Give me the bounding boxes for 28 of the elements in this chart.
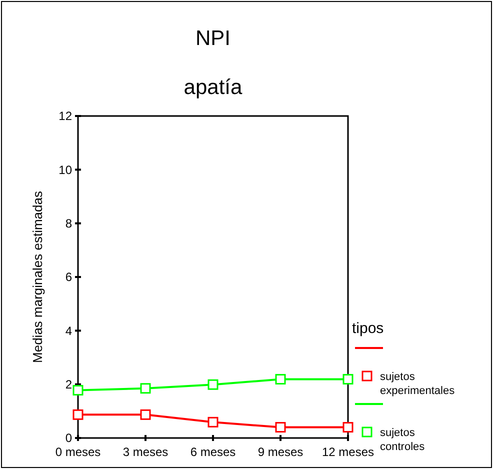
x-tick-label: 3 meses [122,445,168,459]
point [342,374,354,384]
x-tick-label: 6 meses [190,445,236,459]
point [275,374,286,384]
y-tick-label: 4 [65,324,72,338]
y-axis-title: Medias marginales estimadas [30,190,45,363]
y-tick-label: 10 [58,162,72,177]
legend-title: tipos [352,320,384,337]
point [342,422,354,433]
legend-label: sujetos experimentales [380,370,456,398]
y-tick-label: 6 [65,270,72,284]
point [140,409,151,420]
x-tick-label: 12 meses [322,445,374,459]
point [140,383,151,394]
point [275,422,286,433]
point [208,379,218,390]
y-tick-label: 0 [65,431,72,446]
y-tick-label: 8 [65,216,72,231]
y-tick-label: 12 [58,109,72,124]
x-tick-label: 0 meses [55,445,101,459]
point [208,416,218,428]
x-tick-label: 9 meses [258,445,304,459]
chart-title: NPI [195,27,231,50]
y-tick-label: 2 [65,378,72,392]
point [72,384,84,396]
legend-label: sujetos controles [380,426,426,454]
point [72,409,84,420]
chart-subtitle: apatía [184,76,243,99]
